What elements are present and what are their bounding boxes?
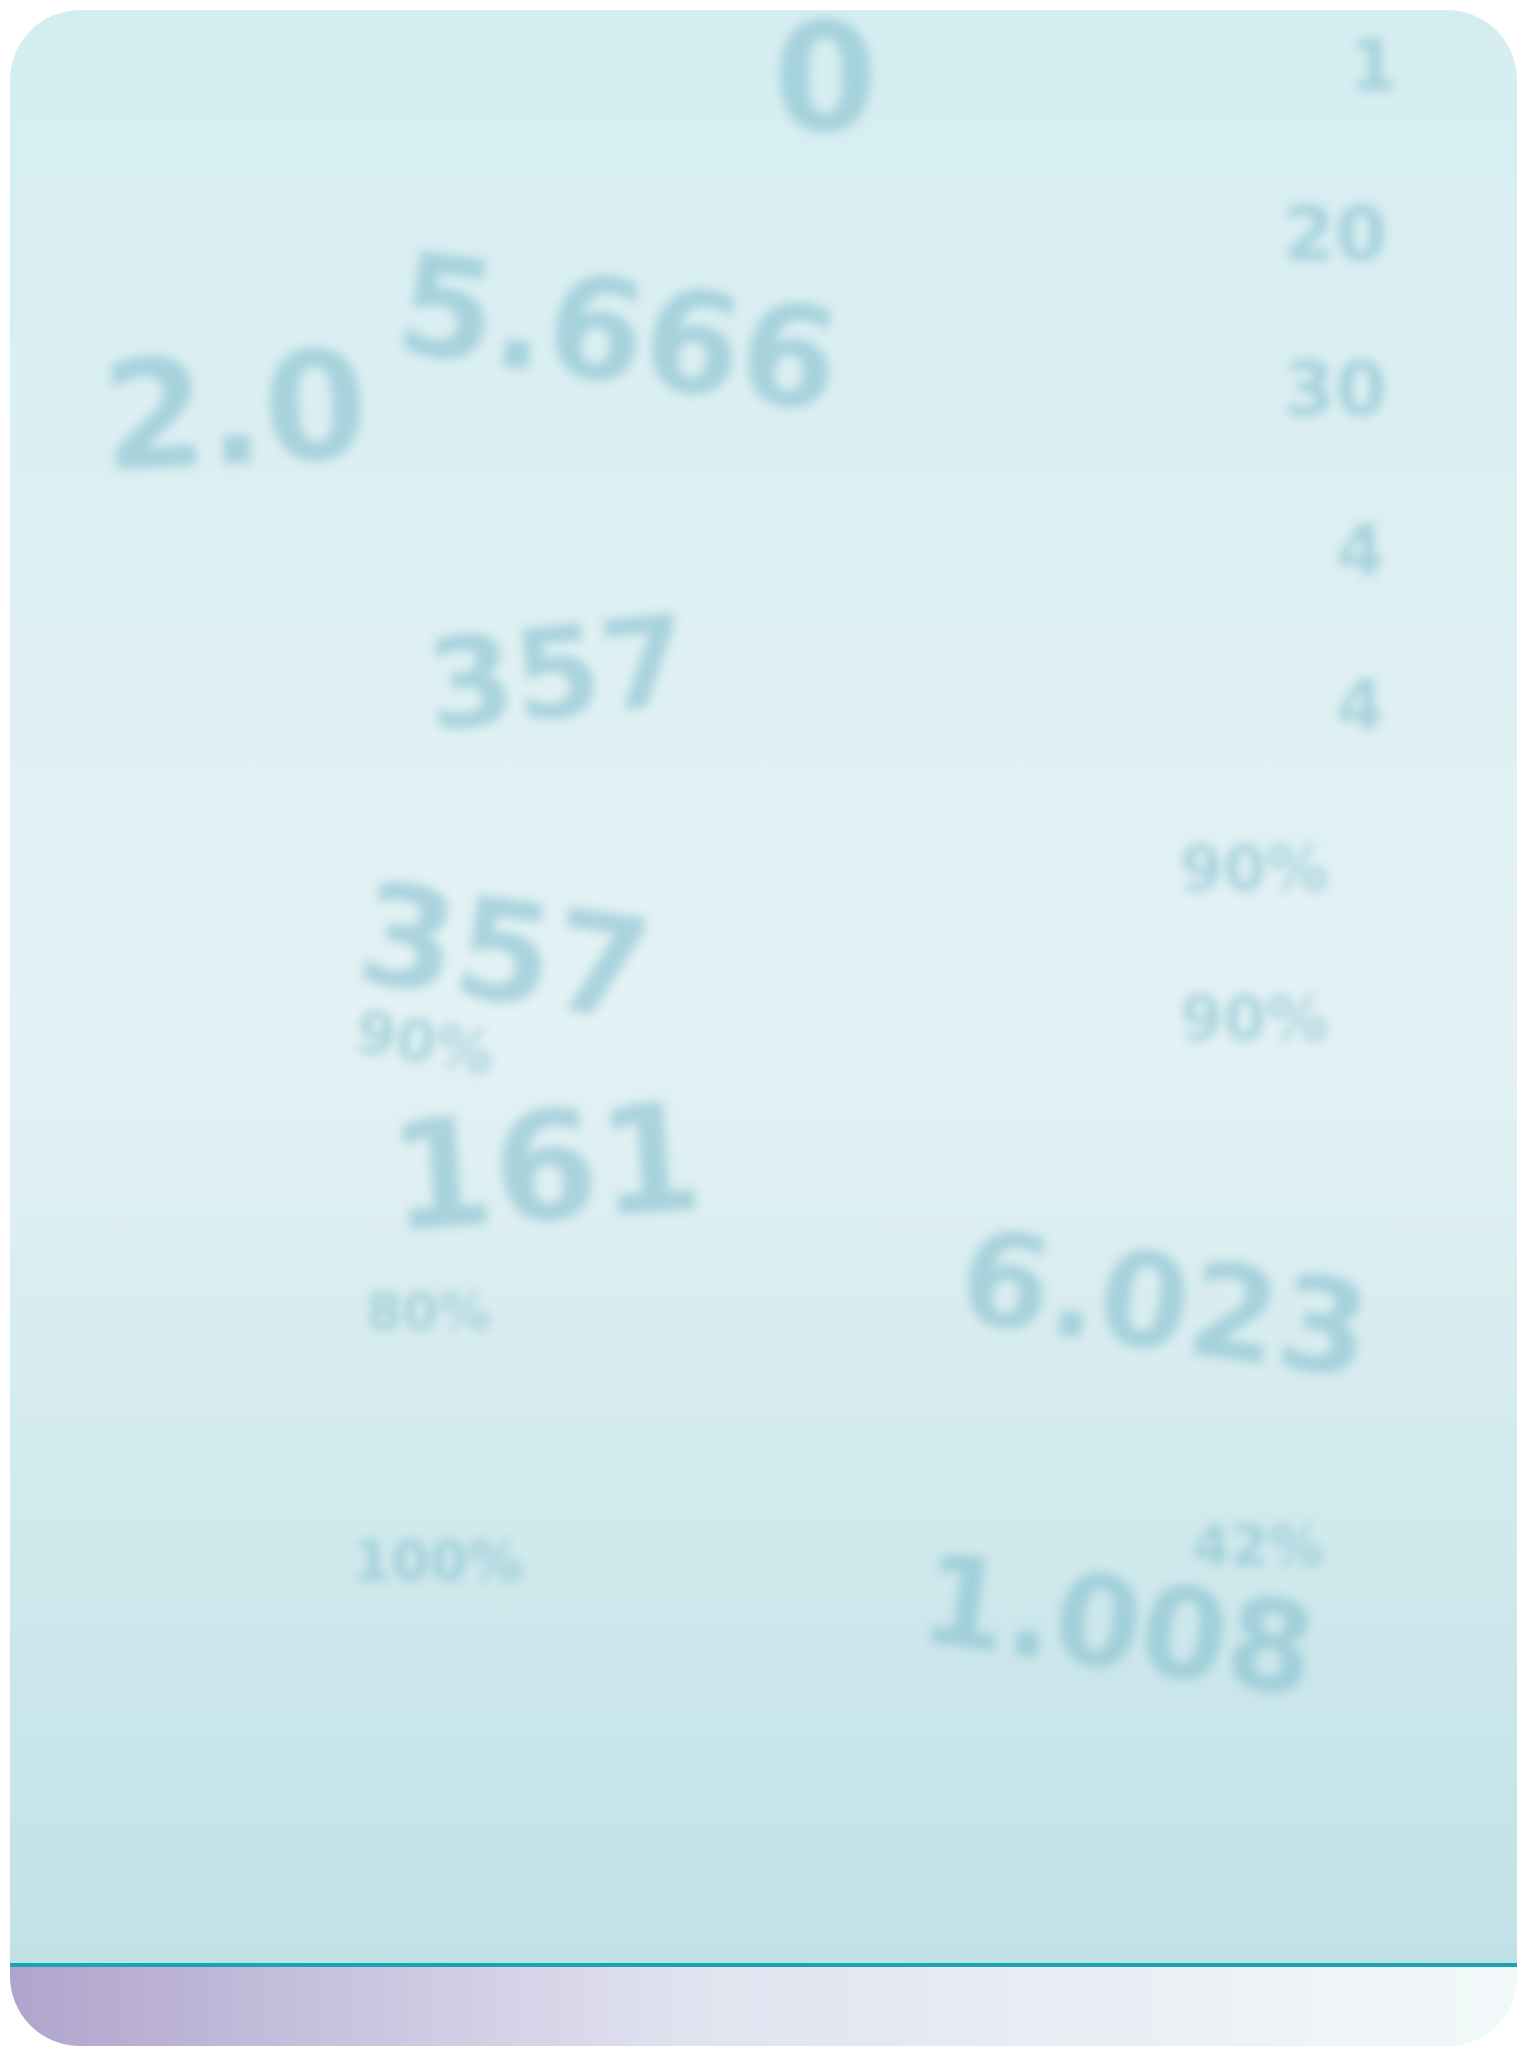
blurred-figure: 100%	[353, 1529, 523, 1593]
cover-card: 10205.6662.0304357490%35790%90%16180%6.0…	[0, 0, 1527, 2056]
blurred-figure: 90%	[1180, 982, 1328, 1055]
blurred-figure: 80%	[366, 1283, 490, 1343]
blurred-figure: 4	[1336, 665, 1385, 747]
footer-band	[10, 1966, 1517, 2046]
blurred-figure: 30	[1283, 345, 1387, 433]
blurred-figure: 90%	[1180, 832, 1328, 905]
blurred-figure: 357	[420, 588, 695, 759]
blurred-figure: 1	[1349, 25, 1398, 107]
blurred-figure: 0	[773, 0, 877, 166]
divider-line	[10, 1963, 1517, 1967]
page: 10205.6662.0304357490%35790%90%16180%6.0…	[0, 0, 1527, 2056]
blurred-figure: 4	[1336, 510, 1385, 592]
blurred-figure: 2.0	[98, 318, 372, 506]
blurred-figure: 20	[1283, 190, 1387, 278]
blurred-figure: 161	[383, 1070, 707, 1265]
